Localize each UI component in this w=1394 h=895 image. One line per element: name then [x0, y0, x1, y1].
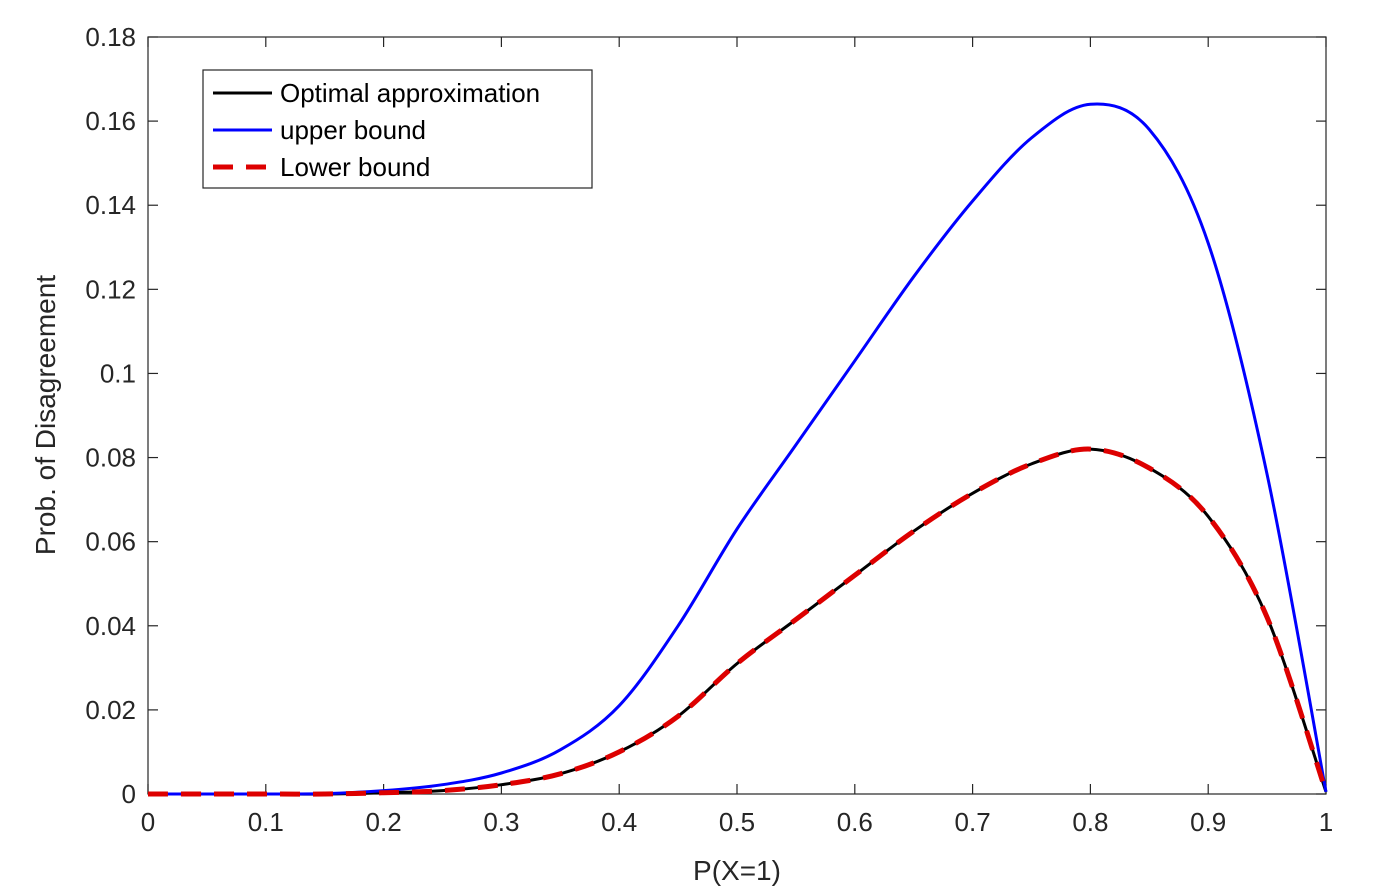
x-tick-label: 0.5: [719, 807, 755, 837]
y-tick-label: 0.08: [85, 443, 136, 473]
x-tick-label: 0.9: [1190, 807, 1226, 837]
axis-ticks: 0 0.1 0.2 0.3 0.4 0.5 0.6 0.7 0.8 0.9 1 0 0.02 0.04 0.…: [85, 22, 1333, 837]
x-tick-label: 0.6: [837, 807, 873, 837]
y-tick-label: 0.16: [85, 106, 136, 136]
legend-label-lower-bound: Lower bound: [280, 152, 430, 182]
x-tick-label: 0.2: [366, 807, 402, 837]
y-axis-label: Prob. of Disagreement: [30, 275, 61, 555]
x-axis-label: P(X=1): [693, 855, 781, 886]
y-tick-label: 0: [122, 779, 136, 809]
y-tick-label: 0.04: [85, 611, 136, 641]
x-tick-label: 0.4: [601, 807, 637, 837]
legend-label-upper-bound: upper bound: [280, 115, 426, 145]
x-tick-label: 0.3: [483, 807, 519, 837]
legend-label-optimal-approximation: Optimal approximation: [280, 78, 540, 108]
y-tick-label: 0.12: [85, 274, 136, 304]
x-tick-label: 0.1: [248, 807, 284, 837]
legend: Optimal approximation upper bound Lower …: [202, 69, 593, 189]
y-tick-label: 0.1: [100, 358, 136, 388]
y-tick-label: 0.18: [85, 22, 136, 52]
y-tick-label: 0.02: [85, 695, 136, 725]
y-tick-label: 0.06: [85, 527, 136, 557]
x-tick-label: 0: [141, 807, 155, 837]
series-layer: [148, 102, 1329, 797]
y-tick-label: 0.14: [85, 190, 136, 220]
x-tick-label: 1: [1319, 807, 1333, 837]
series-line-lower-bound: [148, 446, 1329, 797]
x-tick-label: 0.7: [955, 807, 991, 837]
x-tick-label: 0.8: [1072, 807, 1108, 837]
